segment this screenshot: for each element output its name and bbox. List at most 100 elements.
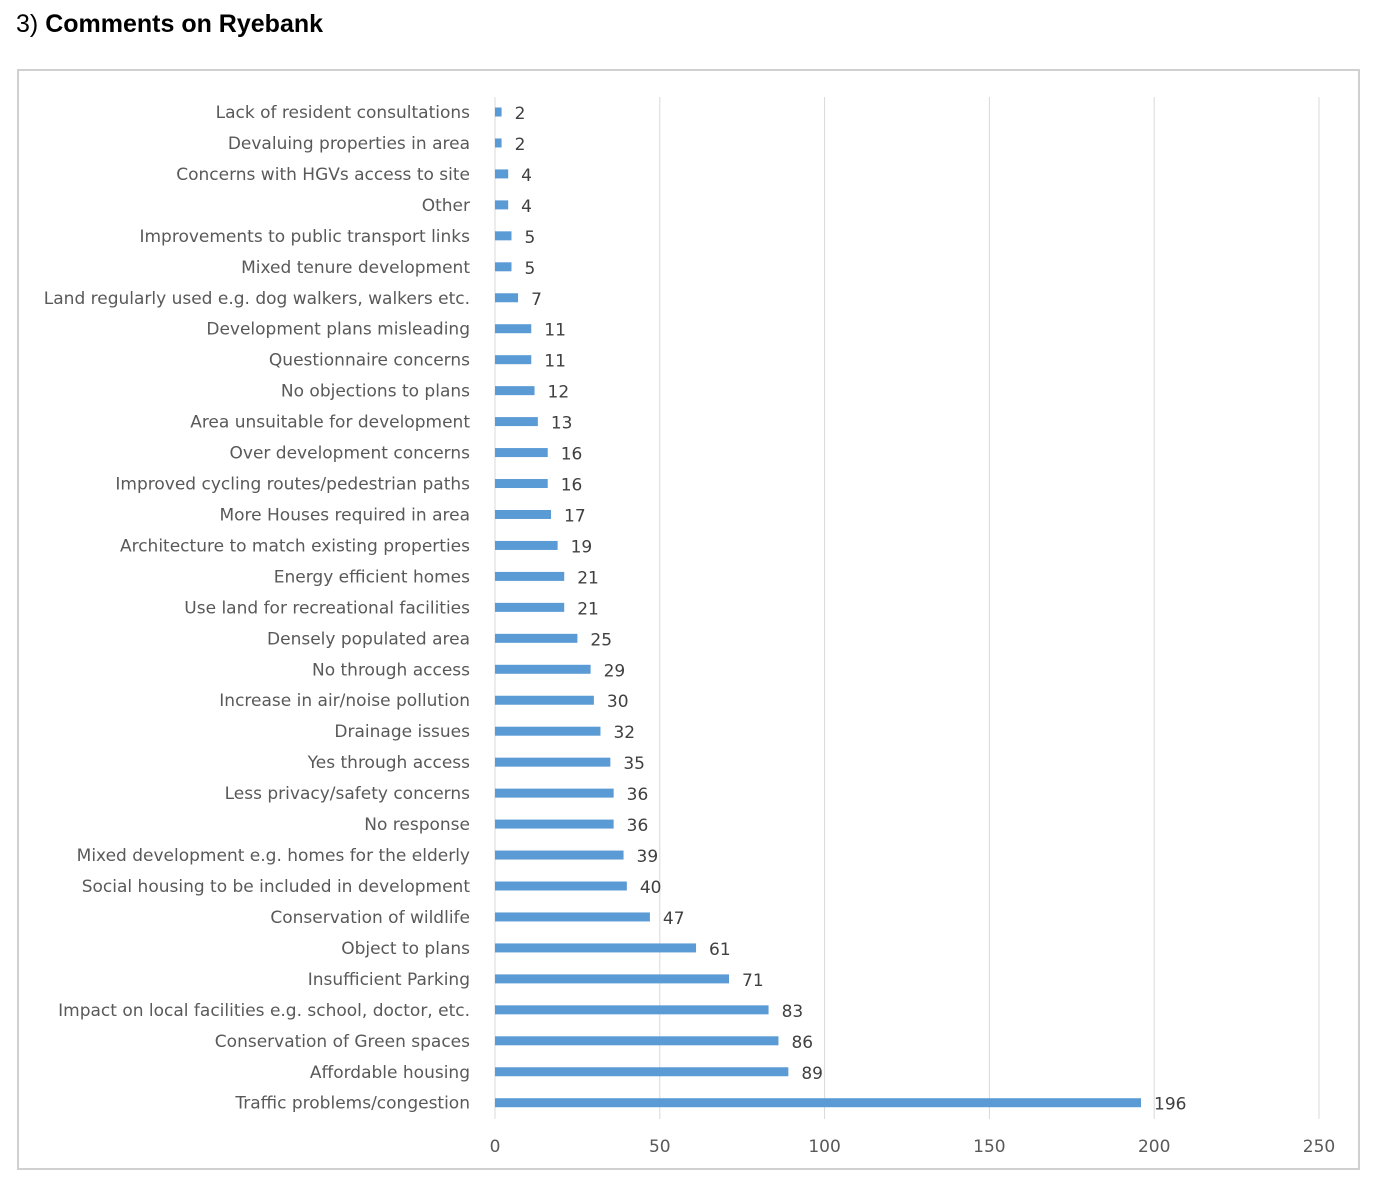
grid-lines (659, 97, 1320, 1119)
category-label: Other (422, 196, 470, 216)
bar (495, 138, 502, 148)
bar-chart: Lack of resident consultations Devaluing … (44, 97, 1336, 1157)
category-label: No response (364, 815, 470, 835)
bar (495, 602, 565, 612)
data-label: 5 (524, 228, 535, 248)
bar (495, 1036, 779, 1046)
bar (495, 355, 532, 365)
bar (495, 912, 650, 922)
bar (495, 448, 548, 458)
category-label: Land regularly used e.g. dog walkers, wa… (44, 289, 470, 309)
category-label: Area unsuitable for development (190, 413, 470, 433)
x-tick-label: 50 (649, 1137, 671, 1157)
category-label: Lack of resident consultations (216, 103, 471, 123)
category-label: Improved cycling routes/pedestrian paths (115, 475, 470, 495)
section-heading: 3) Comments on Ryebank (16, 10, 323, 39)
data-label: 11 (544, 321, 566, 341)
bar (495, 200, 509, 210)
bar (495, 293, 519, 303)
data-label: 40 (640, 878, 662, 898)
data-label: 2 (515, 104, 526, 124)
section-number: 3) (16, 10, 39, 38)
category-label: Densely populated area (267, 629, 470, 649)
category-label: Development plans misleading (206, 320, 470, 340)
bar (495, 386, 535, 396)
x-tick-label: 0 (490, 1137, 501, 1157)
category-label: Concerns with HGVs access to site (176, 165, 470, 185)
category-label: Energy efficient homes (274, 567, 470, 587)
data-label: 4 (521, 197, 532, 217)
bar (495, 850, 624, 860)
bar (495, 788, 614, 798)
bar (495, 169, 509, 179)
category-label: Mixed development e.g. homes for the eld… (77, 846, 470, 866)
category-label: Impact on local facilities e.g. school, … (58, 1001, 470, 1021)
x-tick-label: 250 (1303, 1137, 1335, 1157)
data-label: 4 (521, 166, 532, 186)
bar (495, 571, 565, 581)
bar (495, 726, 601, 736)
category-label: Improvements to public transport links (139, 227, 470, 247)
category-label: Affordable housing (310, 1063, 470, 1083)
category-label: Mixed tenure development (241, 258, 470, 278)
data-label: 39 (637, 847, 659, 867)
category-label: Over development concerns (230, 444, 471, 464)
data-label: 2 (515, 135, 526, 155)
data-label: 21 (577, 568, 599, 588)
category-label: Object to plans (341, 939, 470, 959)
x-tick-label: 100 (808, 1137, 840, 1157)
category-label: Questionnaire concerns (269, 351, 470, 371)
data-label: 11 (544, 352, 566, 372)
data-label: 47 (663, 909, 685, 929)
category-label: More Houses required in area (219, 505, 470, 525)
bar (495, 1067, 789, 1077)
bar (495, 881, 627, 891)
data-label: 71 (742, 971, 764, 991)
category-label: Conservation of Green spaces (215, 1032, 470, 1052)
x-tick-label: 200 (1138, 1137, 1170, 1157)
data-label: 83 (782, 1002, 804, 1022)
bar (495, 819, 614, 829)
category-label: Architecture to match existing propertie… (120, 536, 470, 556)
chart-frame: Lack of resident consultations Devaluing … (17, 69, 1360, 1170)
data-label: 17 (564, 506, 586, 526)
bar (495, 107, 502, 117)
data-label: 29 (604, 661, 626, 681)
category-labels: Lack of resident consultations Devaluing … (44, 103, 471, 1114)
bar (495, 509, 552, 519)
bar (495, 943, 697, 953)
category-label: Less privacy/safety concerns (225, 784, 471, 804)
bar (495, 262, 512, 272)
x-tick-label: 150 (973, 1137, 1005, 1157)
bar (495, 417, 538, 427)
data-label: 12 (548, 383, 570, 403)
data-label: 25 (590, 630, 612, 650)
bar (495, 324, 532, 334)
data-label: 89 (801, 1064, 823, 1084)
bar (495, 479, 548, 489)
data-label: 16 (561, 445, 583, 465)
data-labels: 2244557111112131616171921212529303235363… (515, 104, 1187, 1115)
data-label: 19 (571, 537, 593, 557)
data-label: 35 (623, 754, 645, 774)
category-label: Yes through access (307, 753, 470, 773)
category-label: Use land for recreational facilities (184, 598, 470, 618)
category-label: Traffic problems/congestion (234, 1094, 470, 1114)
bar (495, 231, 512, 241)
bar (495, 1005, 769, 1015)
x-tick-labels: 0 50 100 150 200 250 (490, 1137, 1336, 1157)
bar (495, 1098, 1142, 1108)
data-label: 5 (524, 259, 535, 279)
data-label: 32 (613, 723, 635, 743)
data-label: 7 (531, 290, 542, 310)
bar (495, 633, 578, 643)
category-label: Insufficient Parking (308, 970, 470, 990)
data-label: 36 (627, 816, 649, 836)
bar (495, 540, 558, 550)
bars (495, 107, 1142, 1108)
bar (495, 664, 591, 674)
bar (495, 695, 594, 705)
category-label: Drainage issues (334, 722, 470, 742)
category-label: Devaluing properties in area (228, 134, 470, 154)
bar (495, 974, 730, 984)
